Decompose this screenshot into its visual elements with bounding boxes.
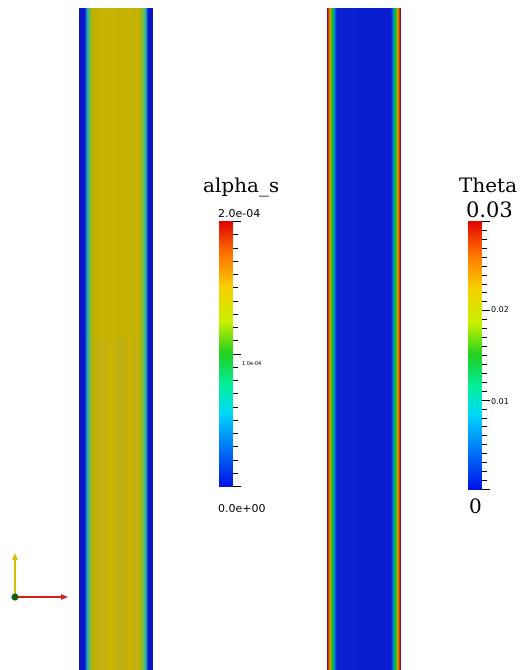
colorbar-tick	[233, 407, 238, 408]
colorbar-tick	[482, 230, 487, 231]
colorbar-tick	[482, 453, 487, 454]
colorbar-tick	[482, 409, 487, 410]
colorbar-tick	[233, 327, 238, 328]
alpha-s-colorbar	[219, 221, 233, 487]
colorbar-tick	[233, 460, 238, 461]
theta-colorbar-title: Theta	[459, 173, 518, 197]
colorbar-tick	[482, 355, 487, 356]
colorbar-tick	[233, 354, 241, 355]
colorbar-tick	[233, 380, 238, 381]
colorbar-tick	[233, 301, 238, 302]
colorbar-tick	[482, 346, 487, 347]
colorbar-tick	[233, 234, 238, 235]
colorbar-tick	[482, 337, 487, 338]
alpha-s-colorbar-title: alpha_s	[203, 173, 280, 197]
colorbar-tick	[482, 480, 487, 481]
theta-tick-label-001: 0.01	[491, 397, 509, 406]
colorbar-tick	[482, 426, 487, 427]
colorbar-tick	[482, 373, 487, 374]
colorbar-tick	[482, 444, 487, 445]
colorbar-tick	[233, 420, 238, 421]
colorbar-tick	[233, 261, 238, 262]
colorbar-tick	[482, 257, 487, 258]
colorbar-tick	[233, 473, 238, 474]
theta-tick-label-002: 0.02	[491, 305, 509, 314]
colorbar-tick	[233, 446, 238, 447]
alpha-s-mid-label: 1.0e-04	[242, 361, 262, 367]
colorbar-tick	[482, 292, 487, 293]
colorbar-tick	[482, 435, 487, 436]
colorbar-tick	[482, 462, 487, 463]
alpha-s-min-label: 0.0e+00	[218, 502, 266, 515]
colorbar-tick	[482, 301, 487, 302]
colorbar-tick	[233, 367, 238, 368]
colorbar-tick	[233, 433, 238, 434]
colorbar-tick	[482, 248, 487, 249]
colorbar-tick	[482, 221, 490, 222]
colorbar-tick	[233, 287, 238, 288]
colorbar-tick	[233, 248, 238, 249]
theta-max-label: 0.03	[466, 198, 513, 222]
colorbar-tick	[482, 275, 487, 276]
alpha-s-colorbar-ticks	[233, 221, 241, 487]
colorbar-tick	[233, 486, 241, 487]
alpha-s-lower-region	[93, 338, 139, 670]
theta-min-label: 0	[469, 494, 482, 518]
colorbar-tick	[233, 314, 238, 315]
colorbar-tick	[482, 471, 487, 472]
y-axis-arrow-icon	[12, 553, 18, 560]
colorbar-tick	[482, 489, 490, 490]
theta-colorbar-ticks	[482, 221, 490, 490]
colorbar-tick	[482, 382, 487, 383]
alpha-s-field-plot	[79, 8, 153, 670]
theta-colorbar	[468, 221, 482, 490]
orientation-axes	[11, 553, 68, 601]
alpha-s-max-label: 2.0e-04	[218, 207, 261, 220]
colorbar-tick	[482, 284, 487, 285]
x-axis-arrow-icon	[61, 594, 68, 600]
colorbar-tick	[482, 266, 487, 267]
colorbar-tick	[233, 340, 238, 341]
colorbar-tick	[482, 391, 487, 392]
colorbar-tick	[482, 400, 490, 401]
colorbar-tick	[482, 364, 487, 365]
colorbar-tick	[233, 274, 238, 275]
colorbar-tick	[233, 221, 241, 222]
axis-origin-dot	[11, 593, 19, 601]
colorbar-tick	[482, 239, 487, 240]
theta-field-plot	[327, 8, 401, 670]
colorbar-tick	[482, 310, 490, 311]
colorbar-tick	[482, 319, 487, 320]
colorbar-tick	[482, 418, 487, 419]
colorbar-tick	[233, 393, 238, 394]
colorbar-tick	[482, 328, 487, 329]
